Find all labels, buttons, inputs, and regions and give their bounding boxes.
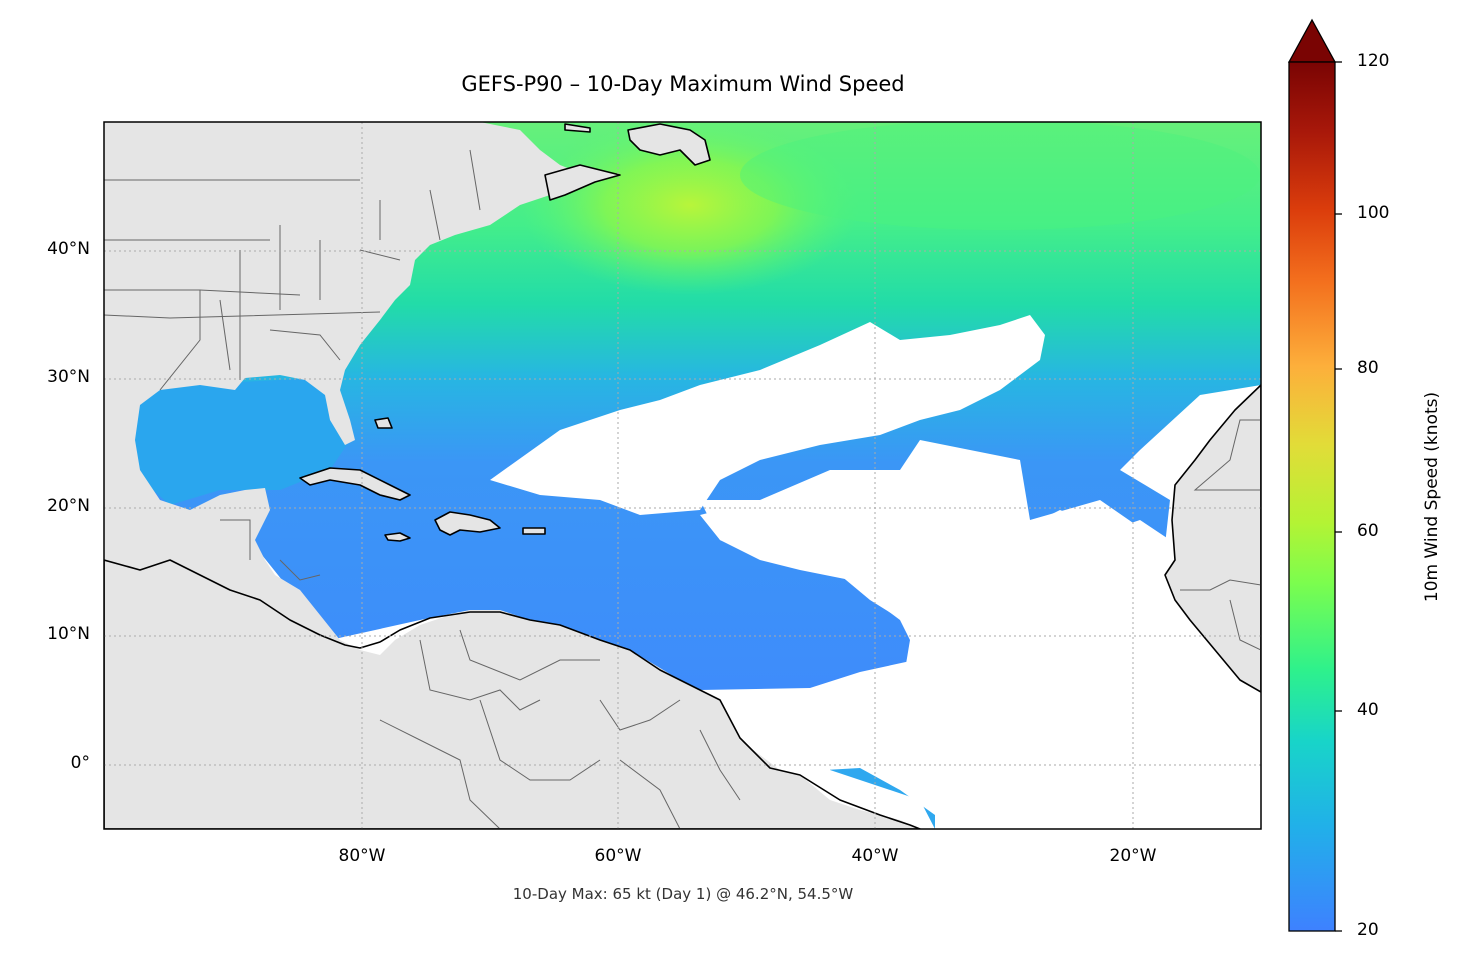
y-tick-40n: 40°N [47,239,90,259]
colorbar-tick-120: 120 [1357,51,1390,71]
x-tick-80w: 80°W [338,846,386,866]
chart-title: GEFS-P90 – 10-Day Maximum Wind Speed [461,72,905,96]
y-tick-10n: 10°N [47,624,90,644]
map-frame [103,121,1262,830]
x-tick-60w: 60°W [594,846,642,866]
y-tick-0: 0° [70,753,90,773]
colorbar [1287,18,1342,932]
x-tick-40w: 40°W [851,846,899,866]
y-tick-30n: 30°N [47,367,90,387]
colorbar-tick-40: 40 [1357,700,1379,720]
colorbar-tick-80: 80 [1357,358,1379,378]
y-tick-20n: 20°N [47,496,90,516]
colorbar-extend-arrow [1287,18,1337,63]
max-value-footnote: 10-Day Max: 65 kt (Day 1) @ 46.2°N, 54.5… [512,885,854,903]
colorbar-tick-60: 60 [1357,521,1379,541]
colorbar-label: 10m Wind Speed (knots) [1422,391,1442,603]
colorbar-tick-100: 100 [1357,203,1390,223]
state-borders [104,149,1261,829]
x-tick-20w: 20°W [1109,846,1157,866]
land [104,122,1261,829]
colorbar-tick-20: 20 [1357,920,1379,940]
